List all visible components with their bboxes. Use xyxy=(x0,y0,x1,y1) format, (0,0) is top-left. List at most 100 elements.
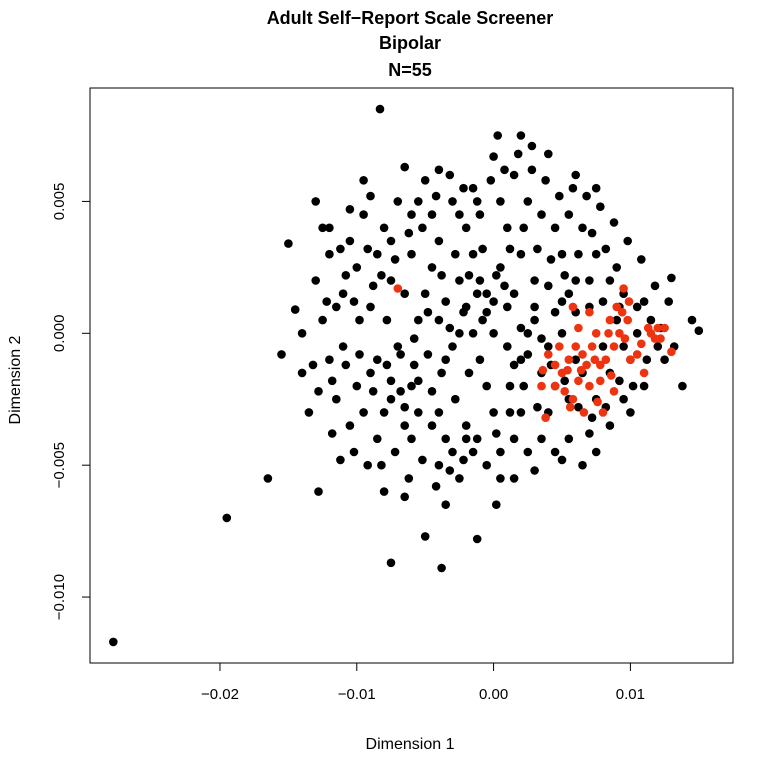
scatter-point-s0-32 xyxy=(585,429,594,438)
scatter-point-s0-139 xyxy=(386,394,396,404)
scatter-point-s0-233 xyxy=(327,376,337,386)
scatter-point-s0-257 xyxy=(537,334,546,343)
scatter-point-s0-275 xyxy=(664,297,673,306)
scatter-point-s0-68 xyxy=(516,408,526,417)
scatter-point-s1-1 xyxy=(537,381,546,391)
scatter-point-s0-269 xyxy=(500,281,509,291)
scatter-point-s0-64 xyxy=(407,381,416,391)
scatter-point-s0-199 xyxy=(587,413,597,423)
scatter-point-s0-88 xyxy=(496,263,505,272)
scatter-point-s0-264 xyxy=(386,376,396,386)
scatter-point-s0-56 xyxy=(557,329,567,338)
scatter-point-s1-29 xyxy=(660,323,669,333)
scatter-point-s0-108 xyxy=(496,197,505,206)
scatter-point-s0-53 xyxy=(516,355,526,365)
scatter-point-s0-50 xyxy=(475,276,485,285)
scatter-point-s1-46 xyxy=(555,342,564,351)
scatter-point-s0-237 xyxy=(382,360,392,370)
scatter-point-s0-168 xyxy=(516,323,526,333)
scatter-point-s0-113 xyxy=(564,210,574,219)
scatter-point-s0-111 xyxy=(537,210,546,219)
scatter-point-s0-15 xyxy=(509,474,519,483)
scatter-point-s0-21 xyxy=(345,205,355,214)
scatter-point-s0-136 xyxy=(427,421,437,430)
scatter-point-s0-245 xyxy=(492,271,501,280)
scatter-point-s0-172 xyxy=(451,394,460,404)
data-points xyxy=(109,104,704,647)
scatter-point-s0-22 xyxy=(359,176,368,185)
scatter-point-s0-184 xyxy=(377,460,386,470)
scatter-point-s0-223 xyxy=(418,223,427,233)
scatter-point-s0-41 xyxy=(352,263,362,272)
scatter-point-s0-175 xyxy=(409,360,419,370)
scatter-point-s0-2 xyxy=(263,474,273,483)
scatter-point-s0-14 xyxy=(496,474,505,483)
scatter-point-s0-34 xyxy=(530,466,539,475)
scatter-point-s0-10 xyxy=(441,500,451,510)
scatter-point-s0-23 xyxy=(400,162,410,172)
scatter-point-s1-40 xyxy=(604,329,613,338)
scatter-point-s0-0 xyxy=(109,637,118,647)
scatter-point-s0-206 xyxy=(650,281,660,291)
scatter-point-s1-35 xyxy=(585,307,594,317)
scatter-point-s1-11 xyxy=(585,381,594,391)
scatter-point-s0-122 xyxy=(626,408,635,417)
scatter-point-s0-182 xyxy=(349,447,359,457)
scatter-point-s0-86 xyxy=(468,249,478,259)
scatter-point-s0-253 xyxy=(601,244,611,254)
scatter-point-s0-183 xyxy=(363,460,373,470)
scatter-point-s1-38 xyxy=(576,365,586,375)
scatter-point-s0-51 xyxy=(489,329,498,338)
scatter-point-s1-20 xyxy=(615,329,624,338)
scatter-point-s0-191 xyxy=(472,434,482,444)
scatter-point-s0-260 xyxy=(441,355,451,365)
scatter-point-s0-46 xyxy=(420,289,430,299)
scatter-point-s1-33 xyxy=(550,360,560,370)
scatter-point-s0-57 xyxy=(571,355,580,365)
scatter-point-s0-216 xyxy=(513,149,523,159)
scatter-point-s0-97 xyxy=(338,342,348,351)
scatter-point-s0-92 xyxy=(427,263,437,272)
scatter-point-s1-25 xyxy=(639,368,649,378)
scatter-point-s0-277 xyxy=(544,149,553,159)
y-axis: −0.010 −0.005 0.000 0.005 xyxy=(51,183,91,620)
scatter-point-s0-241 xyxy=(437,271,446,280)
scatter-point-s0-87 xyxy=(482,289,492,299)
scatter-point-s1-37 xyxy=(609,387,619,396)
scatter-point-s0-84 xyxy=(393,197,403,206)
scatter-point-s0-171 xyxy=(464,368,474,378)
scatter-point-s0-16 xyxy=(284,239,293,248)
scatter-point-s0-218 xyxy=(486,176,496,185)
scatter-point-s1-22 xyxy=(623,315,632,325)
scatter-point-s0-220 xyxy=(459,183,468,193)
scatter-point-s0-39 xyxy=(304,408,314,417)
scatter-point-s0-238 xyxy=(396,387,405,396)
scatter-point-s1-15 xyxy=(598,408,608,417)
scatter-point-s0-210 xyxy=(596,202,605,211)
scatter-point-s0-148 xyxy=(475,355,485,365)
scatter-point-s0-45 xyxy=(407,249,416,259)
scatter-point-s0-266 xyxy=(468,329,478,338)
scatter-point-s0-151 xyxy=(523,329,533,338)
scatter-point-s0-17 xyxy=(277,350,286,359)
scatter-point-s0-271 xyxy=(459,307,468,317)
scatter-point-s0-230 xyxy=(322,297,332,306)
scatter-point-s1-32 xyxy=(544,350,553,359)
scatter-point-s0-5 xyxy=(375,104,385,114)
scatter-point-s0-75 xyxy=(475,210,485,219)
scatter-point-s0-35 xyxy=(379,487,389,496)
scatter-point-s0-128 xyxy=(537,434,546,444)
scatter-point-s1-39 xyxy=(590,355,600,365)
scatter-point-s0-102 xyxy=(373,249,382,259)
scatter-point-s1-51 xyxy=(574,323,583,333)
scatter-point-s0-40 xyxy=(297,368,307,378)
scatter-point-s0-27 xyxy=(591,183,601,193)
scatter-point-s0-192 xyxy=(492,429,501,438)
scatter-point-s0-7 xyxy=(437,563,446,573)
scatter-point-s1-19 xyxy=(612,302,621,312)
scatter-point-s1-2 xyxy=(541,413,550,423)
scatter-point-s0-129 xyxy=(523,447,533,457)
scatter-point-s0-33 xyxy=(557,455,567,465)
scatter-point-s0-6 xyxy=(386,558,396,568)
scatter-point-s0-250 xyxy=(560,271,569,280)
